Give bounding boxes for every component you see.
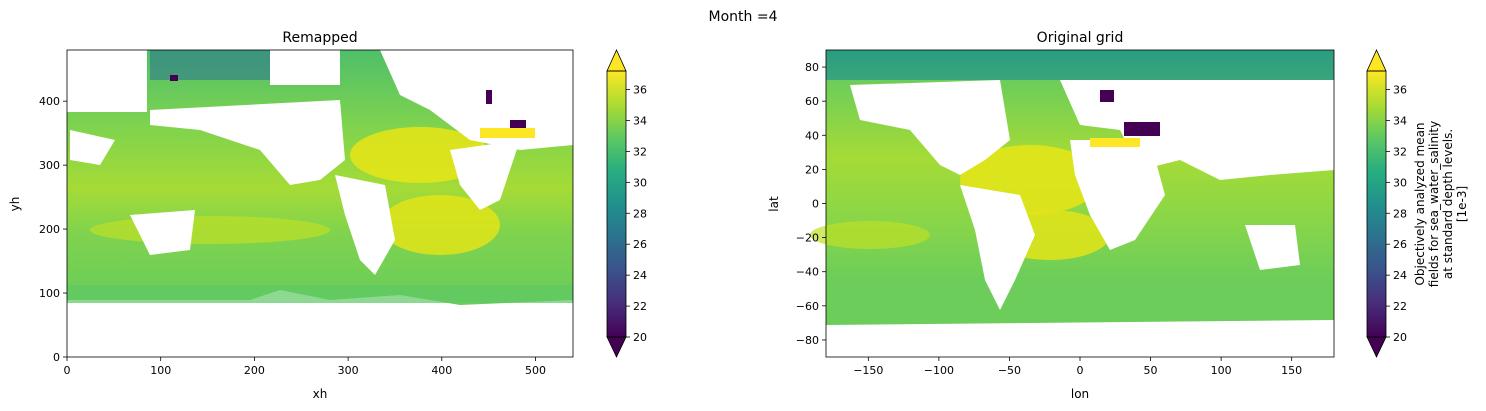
colorbar-tick-label: 22 xyxy=(1393,300,1407,313)
colorbar-label-line: [1e-3] xyxy=(1455,186,1469,222)
colorbar-frame xyxy=(1366,70,1387,338)
colorbar-extend-min xyxy=(1366,336,1387,358)
x-tick-label: 50 xyxy=(1144,364,1158,377)
colorbar-tick-label: 36 xyxy=(1393,84,1407,97)
colorbar-tick-label: 26 xyxy=(1393,238,1407,251)
colorbar-tick-label: 30 xyxy=(1393,176,1407,189)
heatmap-arctic-band xyxy=(826,50,1334,80)
colorbar-tick-label: 28 xyxy=(633,207,647,220)
y-axis-label: lat xyxy=(767,196,781,212)
y-tick-label: 400 xyxy=(39,95,60,108)
heatmap-high-salinity-patch xyxy=(350,127,490,183)
y-tick-label: 80 xyxy=(805,61,819,74)
y-axis: −80 −60 −40 −20 0 20 40 60 80 xyxy=(796,61,826,347)
colorbar-tick-label: 34 xyxy=(633,114,647,127)
x-tick-label: 0 xyxy=(64,364,71,377)
mediterranean-high-salinity xyxy=(480,128,535,138)
panel-remapped: Remapped xyxy=(8,30,647,401)
panel-remapped-heatmap xyxy=(67,50,573,357)
colorbar-tick-label: 32 xyxy=(633,145,647,158)
x-tick-label: 100 xyxy=(150,364,171,377)
colorbar-label-line: fields for sea_water_salinity xyxy=(1427,121,1441,287)
y-axis: 0 100 200 300 400 xyxy=(39,95,67,364)
x-tick-label: −50 xyxy=(998,364,1021,377)
inland-sea-low-salinity xyxy=(1100,90,1160,136)
x-tick-label: 100 xyxy=(1211,364,1232,377)
colorbar-tick-label: 20 xyxy=(633,331,647,344)
colorbar-extend-max xyxy=(1366,49,1387,72)
x-tick-label: 300 xyxy=(338,364,359,377)
colorbar-extend-max xyxy=(606,49,627,72)
x-axis-label: xh xyxy=(313,387,328,401)
y-tick-label: 300 xyxy=(39,159,60,172)
heatmap-arctic-band xyxy=(150,50,270,80)
land-mask xyxy=(67,50,573,357)
colorbar-frame xyxy=(606,70,627,338)
panel-original: Original grid −150 −100 −50 0 50 100 150 xyxy=(767,30,1469,401)
y-tick-label: 60 xyxy=(805,95,819,108)
axes-frame xyxy=(66,49,574,358)
mediterranean-high-salinity xyxy=(1090,138,1140,147)
x-axis-label: lon xyxy=(1071,387,1089,401)
colorbar-tick-label: 24 xyxy=(1393,269,1407,282)
colorbar-label: Objectively analyzed mean fields for sea… xyxy=(1413,121,1469,287)
colorbar-body xyxy=(607,71,626,337)
x-tick-label: 150 xyxy=(1281,364,1302,377)
x-tick-label: 0 xyxy=(1077,364,1084,377)
x-tick-label: 200 xyxy=(244,364,265,377)
x-tick-label: −150 xyxy=(853,364,883,377)
colorbar-tick-label: 22 xyxy=(633,300,647,313)
colorbar-tick-label: 26 xyxy=(633,238,647,251)
colorbar-ticks: 20 22 24 26 28 30 32 34 36 xyxy=(1386,84,1407,344)
colorbar-tick-label: 28 xyxy=(1393,207,1407,220)
y-axis-label: yh xyxy=(8,197,22,212)
figure-suptitle: Month =4 xyxy=(709,9,778,25)
y-tick-label: −80 xyxy=(796,334,819,347)
colorbar-tick-label: 20 xyxy=(1393,331,1407,344)
southern-ocean-band xyxy=(67,285,573,303)
panel-remapped-title: Remapped xyxy=(282,30,357,46)
colorbar: 20 22 24 26 28 30 32 34 36 Objectively analyzed … xyxy=(1366,49,1469,358)
y-tick-label: −40 xyxy=(796,266,819,279)
colorbar-ticks: 20 22 24 26 28 30 32 34 36 xyxy=(626,84,647,344)
colorbar-tick-label: 30 xyxy=(633,176,647,189)
colorbar-tick-label: 34 xyxy=(1393,114,1407,127)
panel-original-heatmap xyxy=(810,50,1334,357)
x-tick-label: 500 xyxy=(525,364,546,377)
y-tick-label: −60 xyxy=(796,300,819,313)
heatmap-high-salinity-patch xyxy=(380,195,500,255)
colorbar-tick-label: 32 xyxy=(1393,145,1407,158)
heatmap-high-salinity-patch xyxy=(90,216,330,244)
x-tick-label: −100 xyxy=(924,364,954,377)
y-tick-label: −20 xyxy=(796,232,819,245)
heatmap-high-salinity-patch xyxy=(810,221,930,249)
x-tick-label: 400 xyxy=(431,364,452,377)
y-tick-label: 200 xyxy=(39,223,60,236)
y-tick-label: 40 xyxy=(805,129,819,142)
x-axis: 0 100 200 300 400 500 xyxy=(64,357,546,377)
land-mask xyxy=(826,80,1334,357)
y-tick-label: 0 xyxy=(53,351,60,364)
colorbar-body xyxy=(1367,71,1386,337)
y-tick-label: 0 xyxy=(812,198,819,211)
inland-sea-low-salinity xyxy=(170,75,526,128)
y-tick-label: 100 xyxy=(39,287,60,300)
colorbar-label-line: at standard depth levels. xyxy=(1441,129,1455,279)
colorbar-tick-label: 36 xyxy=(633,84,647,97)
colorbar: 20 22 24 26 28 30 32 34 36 xyxy=(606,49,647,358)
panel-original-title: Original grid xyxy=(1037,30,1124,46)
colorbar-label-line: Objectively analyzed mean xyxy=(1413,122,1427,285)
y-tick-label: 20 xyxy=(805,163,819,176)
x-axis: −150 −100 −50 0 50 100 150 xyxy=(853,357,1302,377)
colorbar-tick-label: 24 xyxy=(633,269,647,282)
colorbar-extend-min xyxy=(606,336,627,358)
